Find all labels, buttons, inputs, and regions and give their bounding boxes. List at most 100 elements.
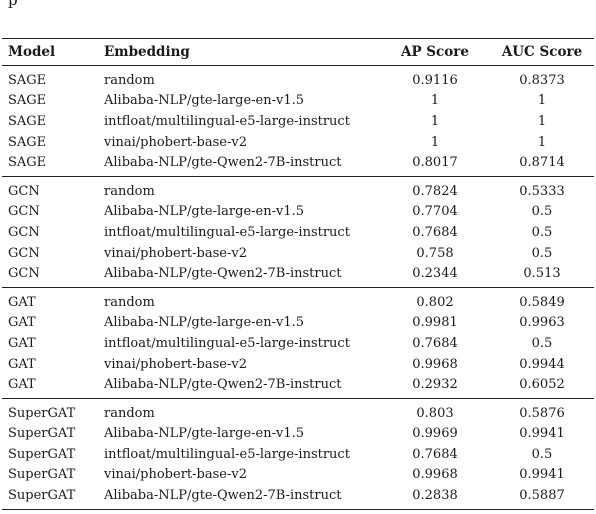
cell-ap-score: 1	[430, 93, 440, 109]
cell-ap-score: 0.7824	[380, 175, 490, 202]
cell-auc-score: 1	[537, 134, 547, 150]
cell-auc-score: 0.8714	[519, 155, 565, 171]
cell-ap-score: 0.2932	[412, 377, 458, 393]
cell-ap-score: 0.7684	[412, 335, 458, 351]
table-row: SuperGAT intfloat/multilingual-e5-large-i…	[2, 444, 594, 465]
cell-model: GCN	[8, 224, 40, 240]
cell-model: SAGE	[8, 113, 47, 129]
header-ap-score: AP Score	[380, 38, 490, 66]
cell-auc-score: 0.513	[523, 266, 561, 282]
cell-model: GCN	[8, 266, 40, 282]
cell-model: SuperGAT	[2, 397, 98, 424]
cell-embedding: intfloat/multilingual-e5-large-instruct	[104, 113, 350, 129]
cell-embedding: random	[104, 72, 155, 88]
table-row: GAT random 0.802 0.5849	[2, 286, 594, 313]
cell-ap-score: 0.803	[380, 397, 490, 424]
cell-model: GAT	[8, 356, 36, 372]
cell-embedding: vinai/phobert-base-v2	[104, 356, 247, 372]
cell-auc-score: 0.5	[531, 446, 553, 462]
cell-model: SuperGAT	[8, 426, 76, 442]
table-row: SuperGAT random 0.803 0.5876	[2, 397, 594, 424]
table-row: SAGE intfloat/multilingual-e5-large-instr…	[2, 111, 594, 132]
cell-embedding: Alibaba-NLP/gte-large-en-v1.5	[104, 93, 305, 109]
cell-embedding: Alibaba-NLP/gte-Qwen2-7B-instruct	[104, 377, 342, 393]
cell-embedding: Alibaba-NLP/gte-large-en-v1.5	[104, 315, 305, 331]
header-model: Model	[2, 38, 98, 66]
cell-embedding: vinai/phobert-base-v2	[104, 467, 247, 483]
table-row: GCN Alibaba-NLP/gte-large-en-v1.5 0.7704 0.…	[2, 202, 594, 223]
cell-embedding: vinai/phobert-base-v2	[104, 245, 247, 261]
cell-ap-score: 0.2344	[412, 266, 458, 282]
header-row: Model Embedding AP Score AUC Score	[2, 38, 594, 66]
cell-model: SAGE	[8, 93, 47, 109]
table-row: GAT Alibaba-NLP/gte-Qwen2-7B-instruct 0.29…	[2, 374, 594, 398]
cell-ap-score: 0.8017	[412, 155, 458, 171]
cell-ap-score: 0.802	[380, 286, 490, 313]
cell-auc-score: 0.5	[531, 335, 553, 351]
cell-embedding: Alibaba-NLP/gte-large-en-v1.5	[104, 426, 305, 442]
cell-model: SAGE	[8, 155, 47, 171]
cell-ap-score: 0.9981	[412, 315, 458, 331]
cell-embedding: Alibaba-NLP/gte-Qwen2-7B-instruct	[104, 266, 342, 282]
table-header: Model Embedding AP Score AUC Score	[2, 38, 594, 66]
table-row: GCN random 0.7824 0.5333	[2, 175, 594, 202]
cell-model: SuperGAT	[2, 485, 98, 510]
row-group: SuperGAT random 0.803 0.5876 SuperGAT Alibaba…	[2, 397, 594, 510]
cell-embedding: Alibaba-NLP/gte-Qwen2-7B-instruct	[104, 155, 342, 171]
table-row: GAT vinai/phobert-base-v2 0.9968 0.9944	[2, 354, 594, 375]
cell-ap-score: 0.7704	[412, 204, 458, 220]
table-row: SAGE random 0.9116 0.8373	[2, 66, 594, 91]
preceding-text-fragment: p	[8, 0, 18, 9]
cell-embedding: intfloat/multilingual-e5-large-instruct	[104, 224, 350, 240]
cell-embedding: intfloat/multilingual-e5-large-instruct	[104, 335, 350, 351]
cell-ap-score: 0.758	[416, 245, 454, 261]
table-row: SuperGAT vinai/phobert-base-v2 0.9968 0.994…	[2, 465, 594, 486]
cell-model: SAGE	[8, 72, 47, 88]
cell-auc-score: 0.6052	[519, 377, 565, 393]
table-row: GAT intfloat/multilingual-e5-large-instru…	[2, 333, 594, 354]
cell-model: SAGE	[8, 134, 47, 150]
cell-auc-score: 0.9944	[519, 356, 565, 372]
cell-embedding: random	[98, 286, 380, 313]
header-auc-score: AUC Score	[490, 38, 594, 66]
cell-model: SuperGAT	[8, 467, 76, 483]
cell-model: GAT	[2, 286, 98, 313]
table-row: SuperGAT Alibaba-NLP/gte-large-en-v1.5 0.9…	[2, 424, 594, 445]
cell-auc-score: 1	[537, 93, 547, 109]
cell-auc-score: 0.5	[531, 245, 553, 261]
row-group: SAGE random 0.9116 0.8373 SAGE Alibaba-NLP/gt…	[2, 66, 594, 177]
table-row: GCN intfloat/multilingual-e5-large-instru…	[2, 222, 594, 243]
cell-model: GCN	[8, 245, 40, 261]
row-group: GCN random 0.7824 0.5333 GCN Alibaba-NLP/gte-…	[2, 175, 594, 287]
cell-auc-score: 0.5887	[490, 485, 594, 510]
results-table: Model Embedding AP Score AUC Score SAGE r…	[2, 38, 594, 510]
cell-model: GAT	[8, 315, 36, 331]
table-row: SAGE Alibaba-NLP/gte-large-en-v1.5 1 1	[2, 91, 594, 112]
cell-auc-score: 0.8373	[519, 72, 565, 88]
results-table-container: Model Embedding AP Score AUC Score SAGE r…	[2, 38, 594, 510]
cell-embedding: Alibaba-NLP/gte-large-en-v1.5	[104, 204, 305, 220]
cell-auc-score: 0.5876	[490, 397, 594, 424]
cell-auc-score: 0.9941	[519, 426, 565, 442]
cell-model: GAT	[8, 377, 36, 393]
cell-embedding: intfloat/multilingual-e5-large-instruct	[104, 446, 350, 462]
cell-ap-score: 0.9968	[412, 467, 458, 483]
cell-model: GAT	[8, 335, 36, 351]
table-row: SuperGAT Alibaba-NLP/gte-Qwen2-7B-instruc…	[2, 485, 594, 510]
table-row: SAGE vinai/phobert-base-v2 1 1	[2, 132, 594, 153]
table-row: GCN vinai/phobert-base-v2 0.758 0.5	[2, 243, 594, 264]
cell-ap-score: 1	[430, 113, 440, 129]
table-row: SAGE Alibaba-NLP/gte-Qwen2-7B-instruct 0.8…	[2, 152, 594, 176]
cell-ap-score: 1	[430, 134, 440, 150]
cell-embedding: Alibaba-NLP/gte-Qwen2-7B-instruct	[98, 485, 380, 510]
header-embedding: Embedding	[98, 38, 380, 66]
cell-auc-score: 0.9963	[519, 315, 565, 331]
cell-auc-score: 0.5333	[490, 175, 594, 202]
table-row: GCN Alibaba-NLP/gte-Qwen2-7B-instruct 0.23…	[2, 263, 594, 287]
cell-auc-score: 0.5	[531, 204, 553, 220]
cell-embedding: random	[98, 397, 380, 424]
cell-auc-score: 1	[537, 113, 547, 129]
cell-ap-score: 0.9968	[412, 356, 458, 372]
cell-model: GCN	[2, 175, 98, 202]
cell-model: SuperGAT	[8, 446, 76, 462]
